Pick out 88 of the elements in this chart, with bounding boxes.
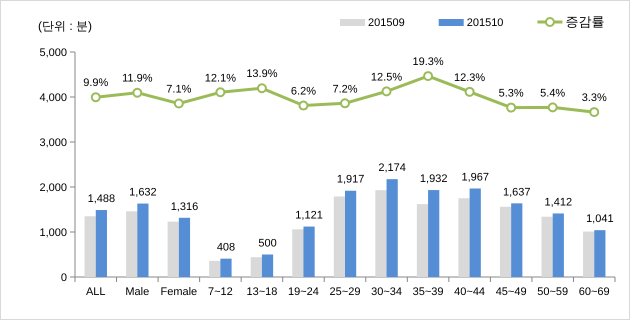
point <box>464 86 475 97</box>
data-label: 9.9% <box>83 77 109 90</box>
y-tick-label: 4,000 <box>39 92 67 104</box>
x-tick-label: 7~12 <box>208 286 233 298</box>
bar <box>552 213 564 277</box>
bar <box>386 179 398 277</box>
bar <box>178 218 190 277</box>
x-tick-label: 45~49 <box>496 286 527 298</box>
point <box>174 98 184 109</box>
legend-label: 201509 <box>368 17 405 29</box>
data-label: 11.9% <box>122 72 153 85</box>
bar <box>470 188 481 277</box>
x-tick-label: ALL <box>86 286 106 298</box>
bar <box>583 232 594 277</box>
y-axis-title: (단위 : 분) <box>38 19 92 33</box>
x-tick-label: 13~18 <box>246 286 278 298</box>
x-tick-label: 50~59 <box>537 286 568 298</box>
bar <box>220 258 232 277</box>
data-label: 12.3% <box>454 72 486 84</box>
data-label: 1,041 <box>586 213 614 226</box>
data-label: 1,412 <box>544 196 572 208</box>
point <box>340 98 350 108</box>
y-tick-label: 0 <box>60 272 67 284</box>
data-label: 7.2% <box>332 83 358 96</box>
bar <box>345 190 356 277</box>
point <box>589 107 600 118</box>
data-label: 1,632 <box>129 186 157 199</box>
bar <box>84 216 96 277</box>
bar <box>458 198 470 277</box>
point <box>423 71 434 82</box>
legend-label: 증감률 <box>565 14 604 29</box>
x-tick-label: 60~69 <box>578 286 610 298</box>
y-tick-label: 5,000 <box>39 47 67 59</box>
data-label: 1,917 <box>336 174 364 186</box>
data-label: 1,488 <box>88 193 116 206</box>
y-tick-label: 1,000 <box>39 227 67 239</box>
data-label: 5.3% <box>498 88 524 100</box>
bar <box>428 190 440 277</box>
data-label: 13.9% <box>246 68 278 80</box>
point <box>382 86 392 96</box>
point <box>215 87 226 98</box>
bar <box>126 211 138 277</box>
x-tick-label: 35~39 <box>412 286 444 298</box>
y-tick-label: 2,000 <box>39 182 67 194</box>
x-tick-label: Female <box>160 286 198 298</box>
data-label: 408 <box>216 242 236 254</box>
y-tick-label: 3,000 <box>39 137 67 149</box>
point <box>256 83 267 94</box>
data-label: 12.1% <box>204 72 236 84</box>
data-label: 19.3% <box>412 56 444 68</box>
point <box>90 92 101 102</box>
x-tick-label: 25~29 <box>330 286 360 298</box>
x-tick-label: 40~44 <box>454 286 486 298</box>
bar <box>209 260 220 277</box>
x-tick-label: 19~24 <box>288 286 319 298</box>
legend-label: 201510 <box>466 17 504 29</box>
data-label: 1,637 <box>502 186 531 198</box>
data-label: 1,967 <box>461 171 489 184</box>
data-label: 7.1% <box>166 84 192 96</box>
point <box>132 88 142 98</box>
data-label: 500 <box>258 238 277 250</box>
point <box>548 102 558 112</box>
data-label: 5.4% <box>540 87 566 100</box>
bar <box>375 190 387 277</box>
bar <box>511 203 522 277</box>
x-tick-label: 30~34 <box>371 286 402 298</box>
data-label: 1,316 <box>170 200 198 213</box>
bar <box>262 254 274 277</box>
data-label: 2,174 <box>378 162 406 174</box>
data-label: 6.2% <box>290 86 316 98</box>
bar <box>541 216 553 277</box>
bar <box>137 204 149 277</box>
bar <box>168 222 179 277</box>
bar <box>334 196 345 277</box>
data-label: 1,121 <box>295 210 323 222</box>
data-label: 3.3% <box>582 92 607 104</box>
bar <box>416 204 428 277</box>
data-label: 12.5% <box>370 71 402 84</box>
x-tick-label: Male <box>125 286 150 298</box>
point <box>506 102 516 113</box>
bar <box>500 206 512 277</box>
point <box>298 100 308 111</box>
bar <box>303 226 315 277</box>
bar <box>250 257 262 277</box>
bar <box>292 229 304 277</box>
bar <box>594 230 606 277</box>
bar <box>96 210 107 277</box>
data-label: 1,932 <box>420 173 448 186</box>
